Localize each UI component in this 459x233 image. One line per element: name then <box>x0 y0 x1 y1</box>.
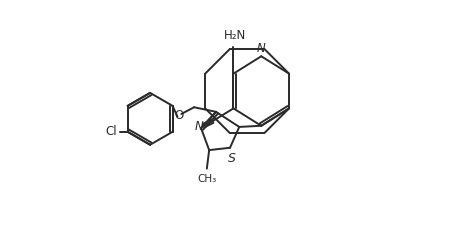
Text: N: N <box>256 42 265 55</box>
Text: CH₃: CH₃ <box>197 175 216 184</box>
Text: H₂N: H₂N <box>223 29 245 42</box>
Text: O: O <box>174 109 183 122</box>
Text: Cl: Cl <box>105 125 116 138</box>
Text: N: N <box>195 120 203 134</box>
Text: S: S <box>227 152 235 165</box>
